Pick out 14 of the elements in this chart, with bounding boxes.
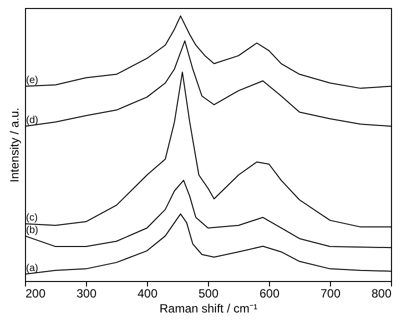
x-tick-label: 800: [371, 286, 392, 300]
x-tick-label: 400: [137, 286, 158, 300]
series-label: (a): [26, 263, 38, 274]
x-tick-label: 200: [26, 286, 46, 300]
y-axis-title: Intensity / a.u.: [8, 108, 22, 182]
x-tick-label: 700: [320, 286, 341, 300]
series-label: (d): [26, 115, 38, 126]
series-label: (e): [26, 75, 38, 86]
x-tick-label: 300: [76, 286, 97, 300]
series-label: (c): [26, 212, 38, 224]
x-tick-label: 500: [198, 286, 219, 300]
x-axis-title: Raman shift / cm⁻¹: [159, 302, 258, 316]
x-tick-label: 600: [259, 286, 280, 300]
series-label: (b): [26, 224, 38, 236]
